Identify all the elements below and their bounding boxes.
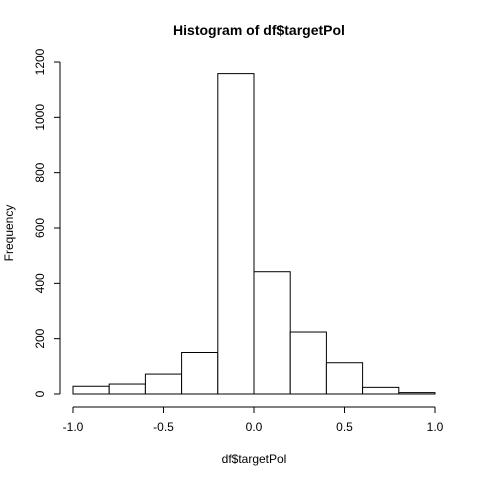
y-tick-label: 1000: [33, 104, 47, 131]
histogram-bar-2: [144, 373, 183, 395]
histogram-bar-4: [217, 73, 255, 395]
x-axis-label: df$targetPol: [222, 452, 287, 466]
x-tick-label: -1.0: [63, 420, 84, 434]
y-tick-label: 1200: [33, 48, 47, 75]
chart-title: Histogram of df$targetPol: [173, 22, 345, 38]
histogram-bar-3: [181, 352, 219, 395]
histogram-bar-7: [325, 362, 364, 395]
y-axis-label: Frequency: [2, 205, 16, 262]
y-tick-label: 800: [33, 162, 47, 182]
x-tick-label: 0.5: [336, 420, 353, 434]
histogram-bar-0: [72, 385, 110, 395]
histogram-bar-8: [362, 386, 400, 395]
y-tick-label: 200: [33, 328, 47, 348]
histogram-bar-9: [398, 392, 436, 395]
y-tick-label: 400: [33, 273, 47, 293]
x-tick-label: -0.5: [153, 420, 174, 434]
y-tick-label: 0: [33, 390, 47, 397]
histogram-bar-5: [253, 271, 291, 395]
histogram-bar-1: [108, 383, 146, 395]
y-tick-label: 600: [33, 218, 47, 238]
x-tick-label: 0.0: [246, 420, 263, 434]
histogram-bar-6: [289, 331, 327, 395]
x-axis: -1.0 -0.5 0.0 0.5 1.0: [63, 406, 444, 434]
histogram-bars: [72, 73, 436, 395]
x-tick-label: 1.0: [427, 420, 444, 434]
y-axis: 0 200 400 600 800 1000 1200: [33, 48, 61, 397]
